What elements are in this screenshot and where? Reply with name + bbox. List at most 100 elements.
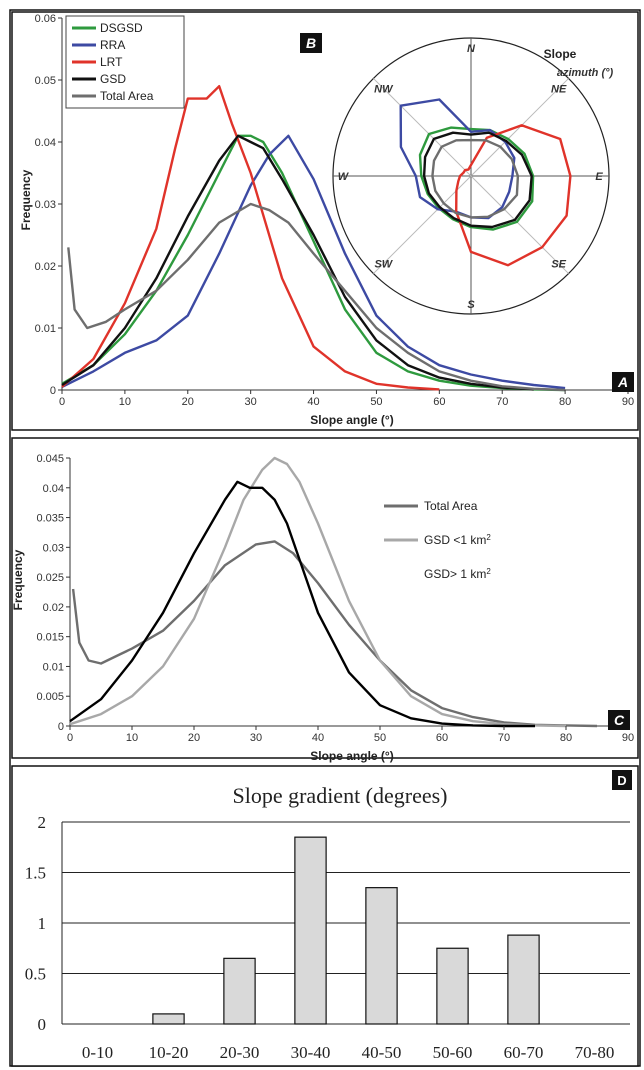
- panel-c-y-tick-label: 0.035: [36, 513, 64, 525]
- panel-c-ylabel: Frequency: [11, 549, 25, 610]
- polar-series-total-area: [431, 138, 520, 219]
- panel-c-x-tick-label: 10: [126, 732, 138, 744]
- panel-a-x-tick-label: 70: [496, 396, 508, 408]
- panel-d-x-tick-label: 40-50: [362, 1043, 402, 1062]
- panel-c-y-tick-label: 0.01: [43, 661, 64, 673]
- panel-c-y-tick-label: 0.02: [43, 602, 64, 614]
- panel-a-y-tick-label: 0.03: [35, 199, 56, 211]
- panel-a-y-tick-label: 0.05: [35, 75, 56, 87]
- panel-c-series-total-area: [71, 540, 598, 728]
- legend-label: DSGSD: [100, 21, 143, 35]
- panel-a-x-tick-label: 90: [622, 396, 634, 408]
- panel-d-bar-50-60: [436, 947, 469, 1025]
- panel-d-x-tick-label: 50-60: [433, 1043, 473, 1062]
- panel-a-x-tick-label: 80: [559, 396, 571, 408]
- panel-d-y-tick-label: 2: [38, 813, 47, 832]
- polar-direction-label: W: [338, 171, 350, 183]
- panel-c-x-tick-label: 0: [67, 732, 73, 744]
- legend-label: GSD: [100, 72, 126, 86]
- polar-direction-label: SE: [551, 259, 566, 271]
- panel-d-x-tick-label: 10-20: [149, 1043, 189, 1062]
- panel-a-x-tick-label: 30: [245, 396, 257, 408]
- panel-a-y-tick-label: 0.04: [35, 137, 56, 149]
- panel-a-x-tick-label: 10: [119, 396, 131, 408]
- polar-series-gsd: [422, 131, 533, 229]
- panel-a-y-tick-label: 0.06: [35, 13, 56, 25]
- panel-a-series-lrt: [61, 85, 440, 391]
- panel-d-letter: D: [617, 773, 626, 788]
- panel-a-legend: DSGSD RRA LRT GSD Total Area: [65, 15, 185, 109]
- panel-a-x-tick-label: 0: [59, 396, 65, 408]
- polar-direction-label: SW: [374, 259, 393, 271]
- panel-d-x-tick-label: 30-40: [291, 1043, 331, 1062]
- legend-label: GSD <1 km2: [424, 533, 491, 548]
- panel-a-badge: [612, 372, 634, 392]
- panel-d-bar-30-40: [294, 836, 327, 1025]
- panel-b-letter: B: [306, 35, 316, 51]
- panel-c-x-tick-label: 90: [622, 732, 634, 744]
- panel-d-x-tick-label: 0-10: [82, 1043, 113, 1062]
- panel-a-ylabel: Frequency: [19, 169, 33, 230]
- polar-title-line1: Slope: [544, 47, 577, 61]
- panel-d-chart: Slope gradient (degrees) D 0 0.5 1 1.5 2 0-10…: [11, 765, 639, 1067]
- polar-title-line2: azimuth (°): [557, 67, 614, 79]
- panel-c-y-tick-label: 0.015: [36, 632, 64, 644]
- polar-direction-label: NW: [374, 83, 394, 95]
- panel-c-y-tick-label: 0.025: [36, 572, 64, 584]
- panel-a-xlabel: Slope angle (°): [310, 413, 393, 427]
- legend-label: GSD> 1 km2: [424, 567, 491, 582]
- panel-c-x-tick-label: 40: [312, 732, 324, 744]
- panel-d-x-tick-label: 20-30: [220, 1043, 260, 1062]
- panel-c-y-tick-label: 0.04: [43, 483, 64, 495]
- polar-direction-label: S: [467, 299, 475, 311]
- panel-c-x-tick-label: 70: [498, 732, 510, 744]
- panel-a-x-tick-label: 20: [182, 396, 194, 408]
- panel-d-y-tick-label: 1: [38, 914, 47, 933]
- panel-c-y-tick-label: 0.045: [36, 453, 64, 465]
- panel-d-x-tick-label: 60-70: [504, 1043, 544, 1062]
- panel-d-title: Slope gradient (degrees): [232, 783, 447, 808]
- polar-series-dsgsd: [418, 126, 535, 231]
- panel-c-y-tick-label: 0.005: [36, 691, 64, 703]
- panel-d-x-tick-label: 70-80: [575, 1043, 615, 1062]
- polar-series-lrt: [455, 124, 572, 267]
- panel-d-y-tick-label: 0.5: [25, 965, 46, 984]
- polar-spoke: [373, 78, 569, 274]
- panel-c-x-tick-label: 80: [560, 732, 572, 744]
- legend-label: Total Area: [424, 499, 478, 513]
- legend-label: Total Area: [100, 89, 154, 103]
- panel-c-y-tick-label: 0: [58, 721, 64, 733]
- panel-a-y-tick-label: 0.01: [35, 323, 56, 335]
- polar-direction-label: E: [595, 171, 603, 183]
- panel-c-legend: Total Area GSD <1 km2 GSD> 1 km2: [384, 499, 491, 581]
- legend-label: LRT: [100, 55, 123, 69]
- panel-c-x-tick-label: 50: [374, 732, 386, 744]
- polar-direction-label: N: [467, 43, 476, 55]
- panel-a-x-tick-label: 60: [433, 396, 445, 408]
- panel-c-x-tick-label: 20: [188, 732, 200, 744]
- panel-c-x-tick-label: 30: [250, 732, 262, 744]
- panel-d-bar-20-30: [223, 957, 256, 1025]
- legend-label: RRA: [100, 38, 125, 52]
- panel-a-series-gsd: [61, 134, 534, 391]
- panel-c-series-gsd-1-km2: [69, 480, 535, 728]
- panel-d-bar-60-70: [507, 934, 540, 1025]
- panel-c-series-gsd-1-km2: [69, 456, 567, 728]
- panel-a-series-total-area: [67, 202, 566, 392]
- panel-c-badge: [608, 710, 630, 730]
- panel-a-y-tick-label: 0: [50, 385, 56, 397]
- panel-c-y-tick-label: 0.03: [43, 542, 64, 554]
- panel-a-series-rra: [61, 134, 566, 390]
- panel-c-x-tick-label: 60: [436, 732, 448, 744]
- panel-c-chart: 0 10 20 30 40 50 60 70 80 90 0 0.005 0.01 0.015 0.02 0.…: [11, 437, 639, 763]
- panel-a-chart: 0 10 20 30 40 50 60 70 80 90 0 0.01 0.02 0.03 0.04 0.05…: [11, 11, 639, 431]
- panel-a-x-tick-label: 50: [370, 396, 382, 408]
- panel-d-y-tick-label: 1.5: [25, 864, 46, 883]
- panel-a-y-tick-label: 0.02: [35, 261, 56, 273]
- panel-d-y-tick-label: 0: [38, 1015, 47, 1034]
- polar-direction-label: NE: [551, 83, 567, 95]
- panel-b-badge: [300, 33, 322, 53]
- panel-d-badge: [612, 770, 632, 790]
- panel-d-bar-10-20: [152, 1013, 185, 1025]
